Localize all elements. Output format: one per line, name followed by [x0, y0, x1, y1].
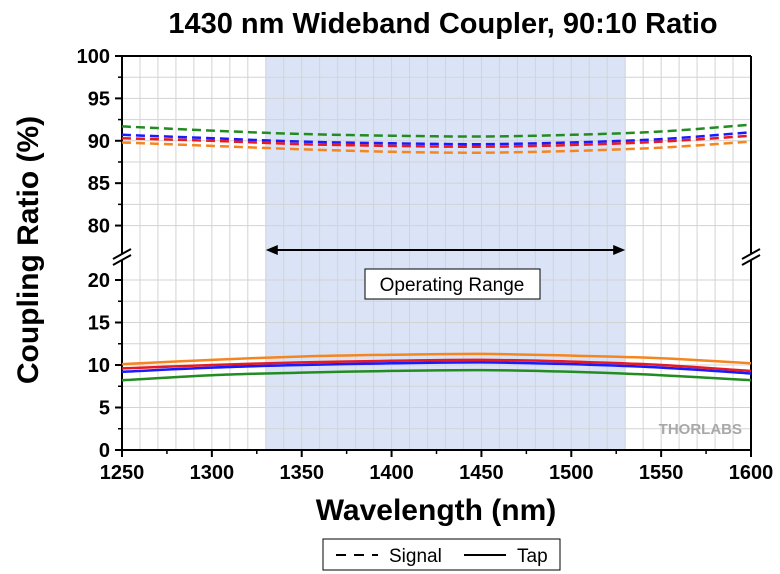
- signal-series-line-3: [121, 134, 752, 148]
- legend-label-tap: Tap: [517, 546, 548, 567]
- x-tick-label: 1550: [639, 462, 684, 484]
- axis-break-mark: [112, 248, 132, 260]
- x-tick-label: 1450: [459, 462, 504, 484]
- y-tick-label: 85: [88, 173, 110, 195]
- signal-series-line-4: [121, 140, 752, 154]
- legend-label-signal: Signal: [389, 546, 442, 567]
- signal-series-line-2: [121, 131, 752, 146]
- y-tick-label: 80: [88, 216, 110, 238]
- chart-title: 1430 nm Wideband Coupler, 90:10 Ratio: [168, 8, 717, 40]
- y-tick-label: 15: [88, 313, 110, 335]
- axis-break-mark: [741, 248, 761, 260]
- tap-series-line-3: [121, 361, 752, 375]
- operating-range-label-box: [364, 268, 541, 300]
- tap-series-line-1: [121, 352, 752, 366]
- axis-break-gap: [113, 254, 131, 260]
- arrowhead-left-icon: [265, 245, 278, 255]
- x-axis-title: Wavelength (nm): [316, 494, 557, 527]
- x-tick-label: 1400: [369, 462, 414, 484]
- x-tick-label: 1300: [190, 462, 235, 484]
- thorlabs-watermark: THORLABS: [659, 421, 742, 438]
- y-axis-title: Coupling Ratio (%): [12, 116, 45, 384]
- operating-range-label: Operating Range: [380, 275, 525, 296]
- arrowhead-right-icon: [613, 245, 626, 255]
- signal-series-line-1: [121, 123, 752, 138]
- y-tick-label: 90: [88, 131, 110, 153]
- y-tick-label: 100: [77, 46, 110, 68]
- y-tick-label: 5: [99, 398, 110, 420]
- x-tick-label: 1350: [279, 462, 324, 484]
- x-tick-label: 1250: [100, 462, 145, 484]
- y-tick-label: 95: [88, 88, 110, 110]
- x-tick-label: 1500: [549, 462, 594, 484]
- y-tick-label: 10: [88, 355, 110, 377]
- axis-break-mark: [741, 254, 761, 266]
- x-tick-label: 1600: [729, 462, 774, 484]
- tap-series-line-2: [121, 358, 752, 373]
- y-tick-label: 0: [99, 440, 110, 462]
- axis-break-mark: [112, 254, 132, 266]
- tap-series-line-4: [121, 368, 752, 382]
- axis-break-gap: [742, 254, 760, 260]
- y-tick-label: 20: [88, 270, 110, 292]
- plot-area: 1250 1300 1350 1400 1450 1500 1550 160080859095…: [77, 46, 774, 571]
